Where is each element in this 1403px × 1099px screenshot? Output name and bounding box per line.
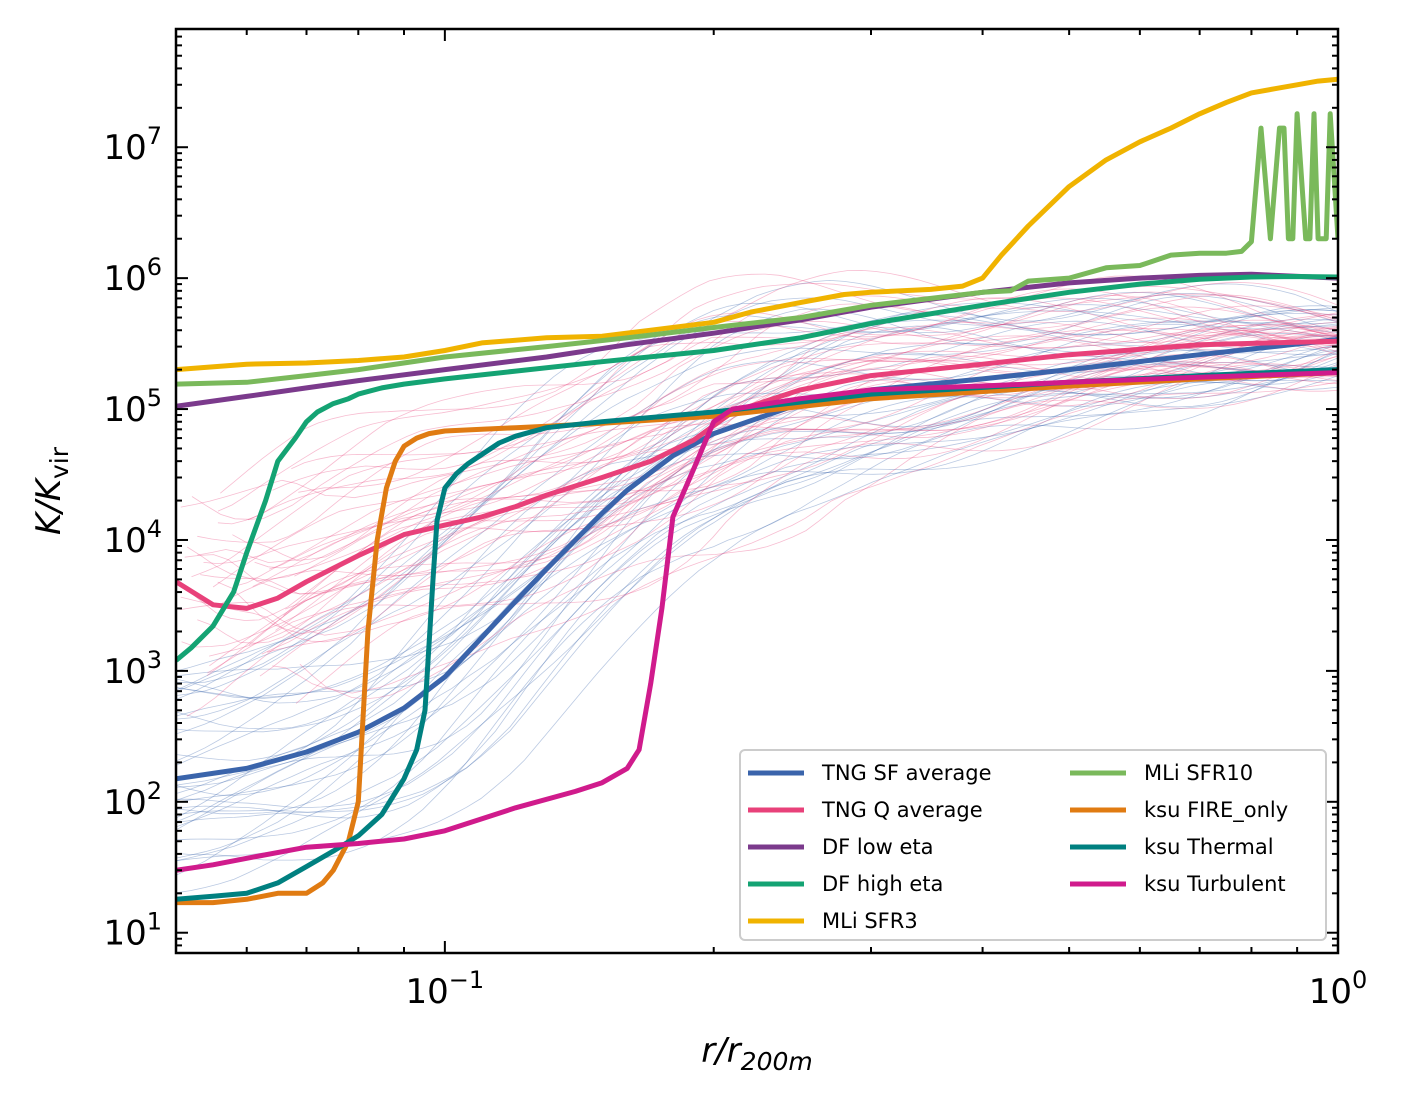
tng-q-profile-line: [209, 365, 1338, 667]
tng-q-profile-line: [259, 362, 1338, 677]
tng-q-profile-line: [207, 375, 1338, 674]
tng-sf-profile-line: [176, 310, 1338, 677]
y-tick-label: 101: [103, 908, 162, 954]
tng-q-profile-line: [261, 365, 1338, 655]
tng-q-profile-line: [184, 334, 1338, 595]
tng-q-profile-line: [206, 361, 1338, 676]
tng-q-profile-line: [298, 297, 1338, 493]
tng-q-profile-line: [272, 288, 1338, 491]
legend-label: TNG Q average: [821, 798, 983, 822]
legend-label: TNG SF average: [821, 761, 992, 785]
tng-sf-profile-line: [176, 332, 1338, 796]
tng-sf-profile-line: [176, 302, 1338, 672]
series-line-mli-sfr3: [176, 76, 1338, 373]
series-line-mli-sfr10: [176, 111, 1338, 387]
tng-q-profile-line: [267, 349, 1338, 653]
series-line-ksu-turbulent: [176, 370, 1338, 873]
tng-q-profile-line: [291, 295, 1338, 470]
y-tick-label: 104: [103, 515, 162, 561]
tng-sf-profile-line: [176, 291, 1338, 700]
tng-sf-profile-line: [176, 305, 1338, 704]
legend-label: DF low eta: [822, 835, 933, 859]
tng-sf-profile-line: [176, 362, 1338, 823]
tng-q-profile-line: [200, 319, 1338, 595]
tng-q-profile-line: [254, 313, 1338, 569]
tng-q-profile-line: [217, 283, 1338, 512]
tng-q-profile-line: [186, 372, 1338, 717]
series-line-df-high-eta: [176, 274, 1338, 663]
tng-q-profile-line: [233, 324, 1338, 587]
tng-q-profile-line: [217, 321, 1338, 635]
legend: TNG SF average TNG Q average DF low eta DF …: [739, 749, 1327, 941]
tng-sf-profile-line: [176, 344, 1338, 766]
tng-sf-profile-line: [176, 349, 1338, 819]
tng-sf-profile-line: [176, 364, 1338, 859]
legend-label: ksu FIRE_only: [1144, 798, 1288, 823]
axis-tick-labels: 10−1 100 101 102 103 104 105 106 107: [103, 122, 1367, 1012]
legend-label: DF high eta: [822, 872, 943, 896]
y-tick-label: 102: [103, 777, 162, 823]
tng-q-profile-line: [191, 306, 1338, 578]
x-tick-label: 100: [1309, 966, 1368, 1012]
tng-sf-profile-line: [176, 323, 1338, 762]
tng-sf-profile-line: [176, 344, 1338, 809]
tng-q-profile-line: [209, 341, 1338, 657]
tng-sf-profile-line: [176, 318, 1338, 733]
tng-q-profile-line: [180, 356, 1338, 636]
tng-sf-profile-line: [176, 357, 1338, 816]
legend-label: ksu Thermal: [1144, 835, 1274, 859]
tng-q-profile-line: [212, 328, 1338, 588]
tng-q-profile-line: [197, 305, 1338, 561]
tng-q-profile-line: [269, 329, 1338, 570]
average-profiles: [176, 76, 1338, 906]
y-tick-label: 106: [103, 253, 162, 299]
legend-label: MLi SFR3: [822, 909, 918, 933]
axis-ticks: [175, 28, 1339, 954]
tng-sf-profile-line: [176, 370, 1338, 862]
x-axis-label: r/r200m: [701, 1031, 813, 1076]
series-line-ksu-fire-only: [176, 370, 1338, 906]
tng-sf-profile-line: [176, 313, 1338, 699]
tng-q-profile-line: [203, 321, 1338, 565]
legend-box: [739, 749, 1327, 941]
y-axis-label: K/Kvir: [29, 446, 74, 535]
tng-q-profile-line: [180, 291, 1338, 508]
tng-q-profile-line: [248, 353, 1338, 646]
series-line-tng-q-average: [176, 338, 1338, 611]
tng-sf-profile-line: [176, 320, 1338, 717]
tng-sf-profile-line: [176, 381, 1338, 876]
tng-q-profile-line: [272, 381, 1338, 694]
tng-sf-profile-line: [176, 349, 1338, 841]
series-line-tng-sf-average: [176, 337, 1338, 782]
legend-label: ksu Turbulent: [1144, 872, 1286, 896]
y-tick-label: 107: [103, 122, 162, 168]
tng-q-profile-line: [216, 353, 1338, 608]
x-tick-label: 10−1: [406, 966, 485, 1012]
tng-q-profile-line: [295, 363, 1338, 704]
tng-sf-profile-line: [176, 309, 1338, 699]
tng-sf-profile-line: [176, 363, 1338, 828]
y-tick-label: 105: [103, 384, 162, 430]
series-line-df-low-eta: [176, 271, 1338, 409]
tng-sf-profile-line: [176, 335, 1338, 815]
series-line-ksu-thermal: [176, 367, 1338, 902]
tng-q-profile-line: [217, 269, 1338, 525]
legend-label: MLi SFR10: [1144, 761, 1253, 785]
tng-sf-profile-line: [176, 279, 1338, 684]
y-tick-label: 103: [103, 646, 162, 692]
plot-frame: [174, 27, 1340, 955]
tng-sf-profile-line: [176, 379, 1338, 894]
tng-sf-profile-line: [176, 349, 1338, 788]
tng-q-profile-line: [197, 317, 1338, 564]
